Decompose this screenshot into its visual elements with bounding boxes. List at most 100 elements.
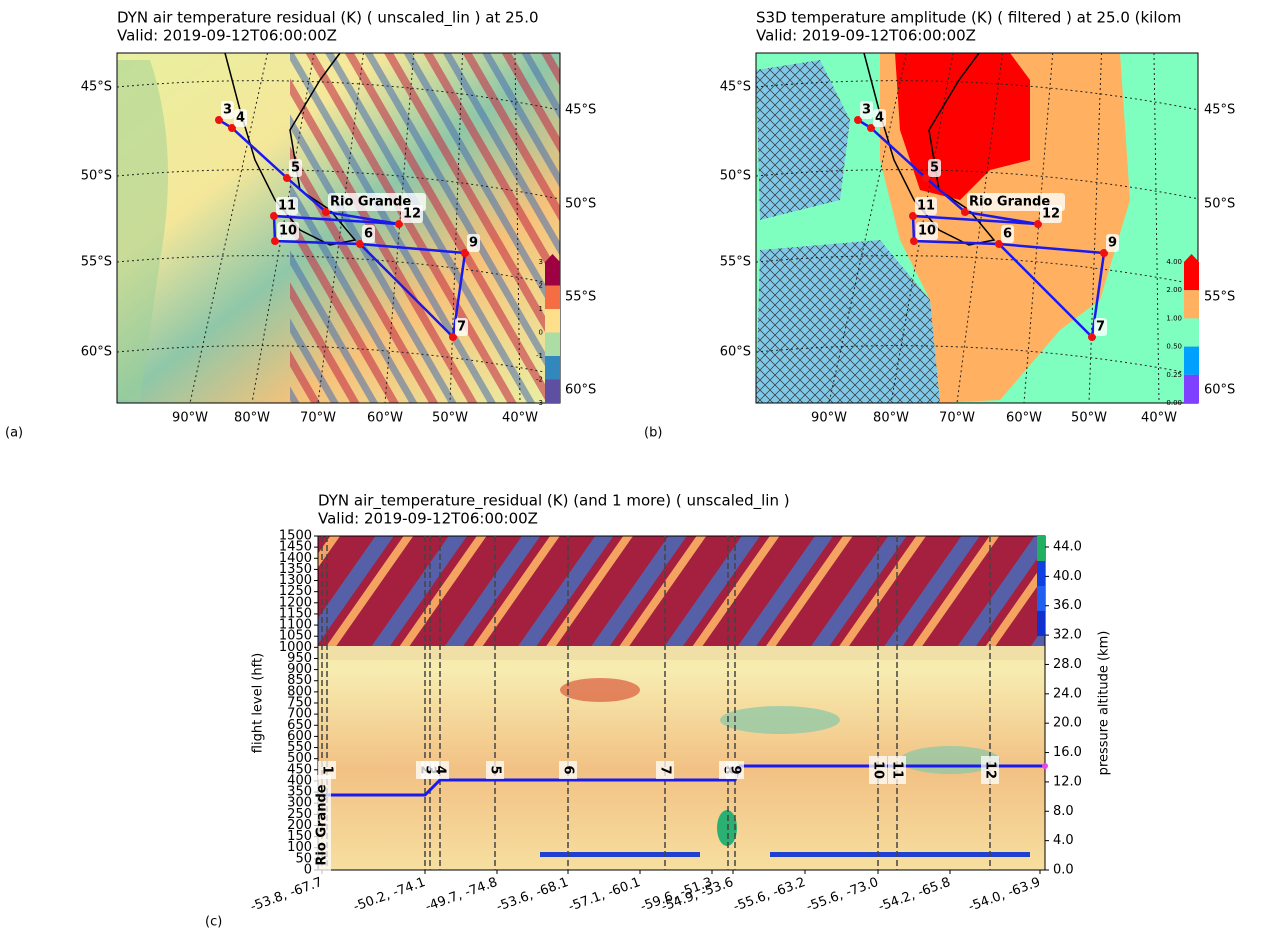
waypoint	[449, 333, 457, 341]
label-box	[401, 205, 423, 223]
y-tick-label: 900	[287, 662, 312, 677]
colorbar-label: -1	[536, 352, 543, 360]
waypoint	[356, 240, 364, 248]
label-box	[277, 222, 299, 240]
label-box	[860, 101, 873, 119]
waypoint-label: Rio Grande	[969, 195, 1050, 210]
colorbar-segment	[1037, 536, 1045, 561]
label-box	[467, 234, 480, 252]
y2-tick-label: 0.0	[1053, 863, 1074, 878]
colorbar-label: 1.00	[1166, 314, 1182, 322]
colorbar-segment	[545, 379, 560, 403]
waypoint-label: 9	[469, 236, 478, 251]
y-tick-label: 600	[287, 729, 312, 744]
waypoint-label: 4	[236, 111, 245, 126]
lon-label: 80°W	[873, 411, 909, 426]
y2-tick-label: 16.0	[1053, 745, 1082, 760]
lat-label: 60°S	[1204, 383, 1235, 398]
y-tick-label: 650	[287, 718, 312, 733]
colorbar-segment	[1037, 611, 1045, 636]
waypoint	[461, 249, 469, 257]
colorbar-label: 0.00	[1166, 399, 1182, 407]
y-tick-label: 800	[287, 684, 312, 699]
waypoint	[1100, 249, 1108, 257]
waypoint	[909, 212, 917, 220]
waypoint-label: 6	[561, 765, 576, 774]
graticule	[890, 52, 954, 404]
lon-label: 60°W	[1006, 411, 1042, 426]
lat-label: 45°S	[81, 80, 112, 95]
y-tick-label: 1300	[279, 573, 312, 588]
y-tick-label: 1250	[279, 584, 312, 599]
label-box	[486, 761, 504, 779]
graticule	[251, 52, 315, 404]
waypoint-label: 11	[890, 761, 905, 779]
field-b	[756, 53, 1198, 403]
profile-end	[1042, 763, 1048, 769]
colorbar-segment	[545, 356, 560, 380]
colorbar-arrow	[545, 254, 560, 262]
y2-tick-label: 36.0	[1053, 598, 1082, 613]
label-box	[276, 197, 298, 215]
label-box	[221, 101, 234, 119]
valid-time: Valid: 2019-09-12T06:00:00Z	[756, 27, 976, 45]
y-tick-label: 1350	[279, 562, 312, 577]
x-tick-label: -50.2, -74.1	[351, 875, 427, 915]
map-frame	[755, 52, 1199, 404]
x-tick-label: -54.2, -65.8	[876, 875, 952, 915]
graticule	[956, 52, 1003, 404]
title: DYN air_temperature_residual (K) (and 1 …	[318, 492, 790, 511]
x-tick-label: -57.1, -60.1	[566, 875, 642, 915]
graticule	[755, 169, 1200, 200]
label-box	[981, 756, 999, 784]
lon-label: 90°W	[811, 411, 847, 426]
valid-time: Valid: 2019-09-12T06:00:00Z	[117, 27, 337, 45]
label-box	[869, 756, 887, 784]
lon-label: 40°W	[1141, 411, 1177, 426]
y2-tick-label: 40.0	[1053, 569, 1082, 584]
graticule	[1153, 52, 1160, 404]
colorbar-segment	[545, 262, 560, 286]
label-box	[1001, 225, 1014, 243]
graticule	[116, 80, 561, 111]
y-tick-label: 500	[287, 751, 312, 766]
waypoint	[322, 208, 330, 216]
colorbar-label: 0.25	[1166, 371, 1182, 379]
colorbar-label: 3	[539, 258, 543, 266]
waypoint	[271, 237, 279, 245]
y2-tick-label: 12.0	[1053, 774, 1082, 789]
lat-label: 55°S	[720, 255, 751, 270]
graticule	[755, 345, 1200, 376]
waypoint-label: 9	[1108, 236, 1117, 251]
label-box	[362, 225, 375, 243]
lat-label: 60°S	[720, 345, 751, 360]
graticule	[384, 52, 415, 404]
waypoint-label: 7	[1096, 320, 1105, 335]
colorbar-segment	[1184, 262, 1199, 291]
y2-tick-label: 28.0	[1053, 657, 1082, 672]
y2-tick-label: 8.0	[1053, 804, 1074, 819]
lat-label: 50°S	[81, 169, 112, 184]
waypoint-label: 6	[1003, 227, 1012, 242]
waypoint-label: 11	[278, 199, 296, 214]
waypoint-label: 3	[862, 103, 871, 118]
waypoint-label: 11	[917, 199, 935, 214]
label-box	[234, 109, 247, 127]
y2-axis-label: pressure altitude (km)	[1097, 631, 1112, 776]
waypoint-label: 10	[871, 761, 886, 779]
y-tick-label: 1500	[279, 529, 312, 544]
waypoint-label: 7	[658, 765, 673, 774]
label-box	[916, 222, 938, 240]
colorbar-label: 0.50	[1166, 343, 1182, 351]
waypoint-label: 10	[918, 224, 936, 239]
waypoint-label: 12	[983, 761, 998, 779]
y-tick-label: 1400	[279, 551, 312, 566]
label-box	[455, 318, 468, 336]
colorbar-label: -2	[536, 376, 543, 384]
title: S3D temperature amplitude (K) ( filtered…	[756, 9, 1181, 27]
y2-tick-label: 20.0	[1053, 716, 1082, 731]
y-tick-label: 50	[295, 851, 312, 866]
waypoint	[283, 174, 291, 182]
map-frame	[116, 52, 561, 404]
